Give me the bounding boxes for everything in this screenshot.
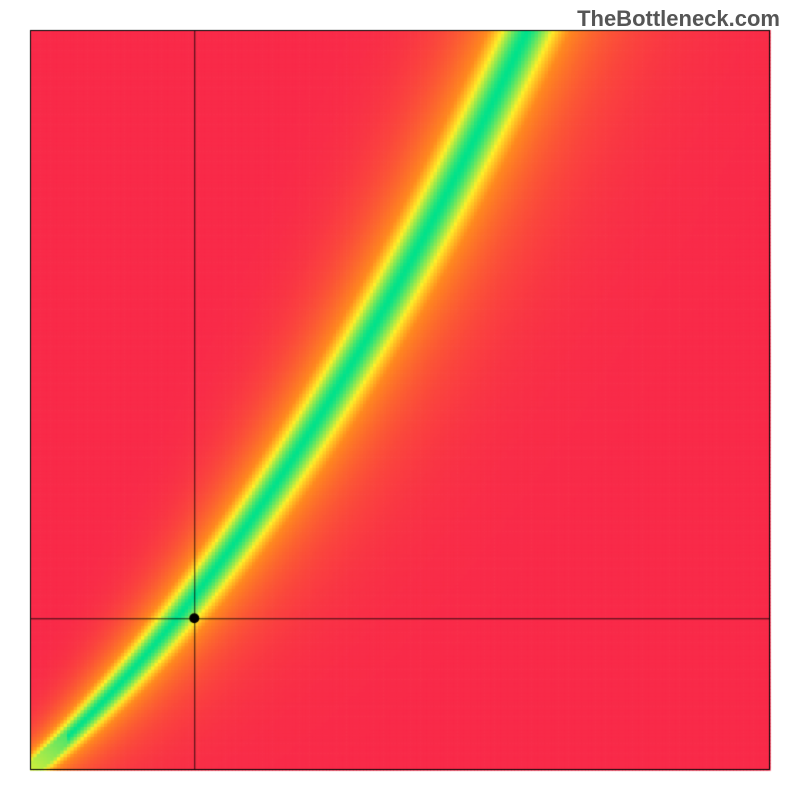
chart-container: TheBottleneck.com xyxy=(0,0,800,800)
watermark-label: TheBottleneck.com xyxy=(577,6,780,32)
heatmap-canvas xyxy=(0,0,800,800)
